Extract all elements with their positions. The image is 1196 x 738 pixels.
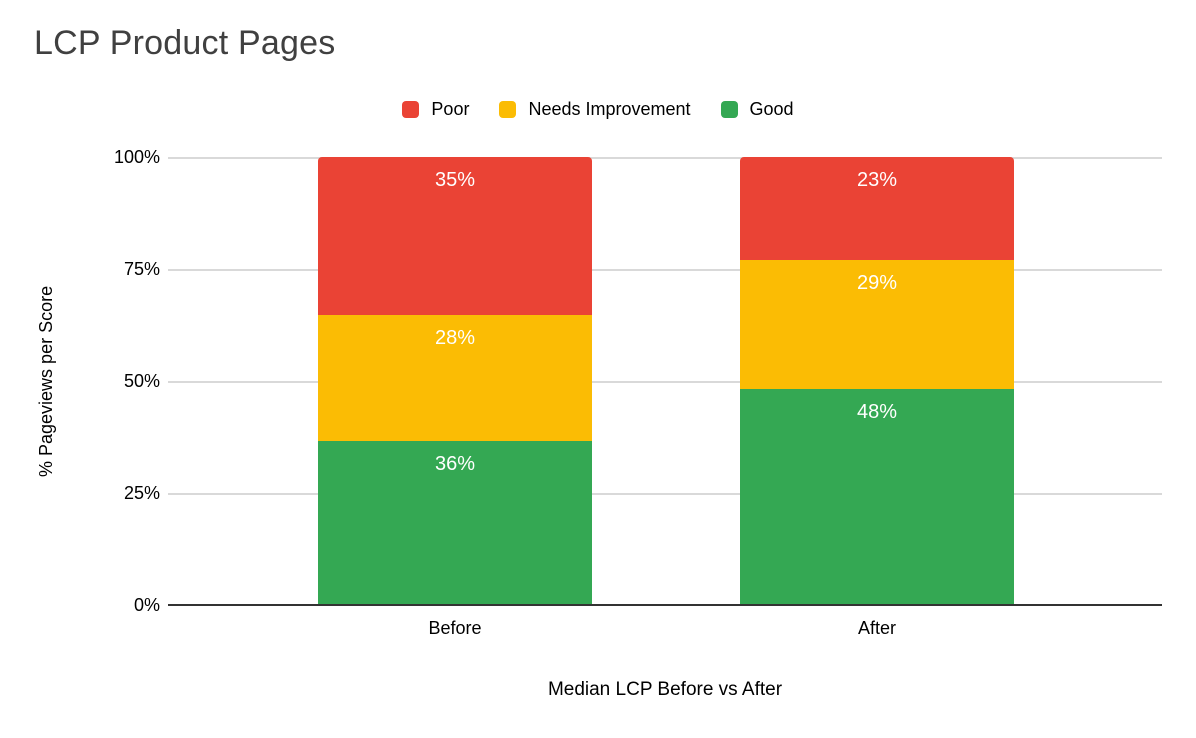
gridline-100 <box>168 157 1162 159</box>
legend-label-good: Good <box>749 98 794 119</box>
stacked-bar-after: 23% 29% 48% <box>740 157 1014 604</box>
segment-good: 48% <box>740 389 1014 604</box>
y-tick-75: 75% <box>123 259 160 279</box>
legend: Poor Needs Improvement Good <box>0 96 1196 122</box>
x-axis-title: Median LCP Before vs After <box>547 679 783 700</box>
data-label: 48% <box>856 401 898 424</box>
legend-item-needs-improvement: Needs Improvement <box>499 98 691 120</box>
x-axis-line <box>168 604 1162 606</box>
data-label: 36% <box>434 453 476 476</box>
legend-label-poor: Poor <box>431 98 470 119</box>
segment-needs-improvement: 28% <box>318 315 592 442</box>
segment-poor: 35% <box>318 157 592 316</box>
data-label: 35% <box>434 169 476 191</box>
legend-swatch-needs-improvement <box>499 100 517 118</box>
legend-item-good: Good <box>720 98 794 120</box>
legend-item-poor: Poor <box>402 99 469 120</box>
category-label-before: Before <box>428 618 482 638</box>
gridline-50 <box>168 381 1162 383</box>
gridline-25 <box>168 493 1162 495</box>
data-label: 28% <box>434 327 476 350</box>
y-tick-25: 25% <box>123 483 160 503</box>
segment-needs-improvement: 29% <box>740 259 1014 390</box>
segment-poor: 23% <box>740 157 1014 260</box>
data-label: 23% <box>856 169 898 191</box>
gridline-75 <box>168 269 1162 271</box>
y-tick-50: 50% <box>123 371 160 391</box>
legend-swatch-good <box>720 100 738 118</box>
y-tick-100: 100% <box>113 147 160 167</box>
segment-good: 36% <box>318 441 592 604</box>
data-label: 29% <box>856 271 898 294</box>
legend-swatch-poor <box>402 100 420 118</box>
y-axis-title: % Pageviews per Score <box>36 285 56 478</box>
category-label-after: After <box>857 618 896 638</box>
stacked-bar-before: 35% 28% 36% <box>318 157 592 604</box>
y-tick-0: 0% <box>133 595 160 615</box>
chart-title: LCP Product Pages <box>34 24 336 62</box>
plot-area: 35% 28% 36% 23% 29% 48% <box>168 157 1162 606</box>
legend-label-needs-improvement: Needs Improvement <box>528 98 691 119</box>
